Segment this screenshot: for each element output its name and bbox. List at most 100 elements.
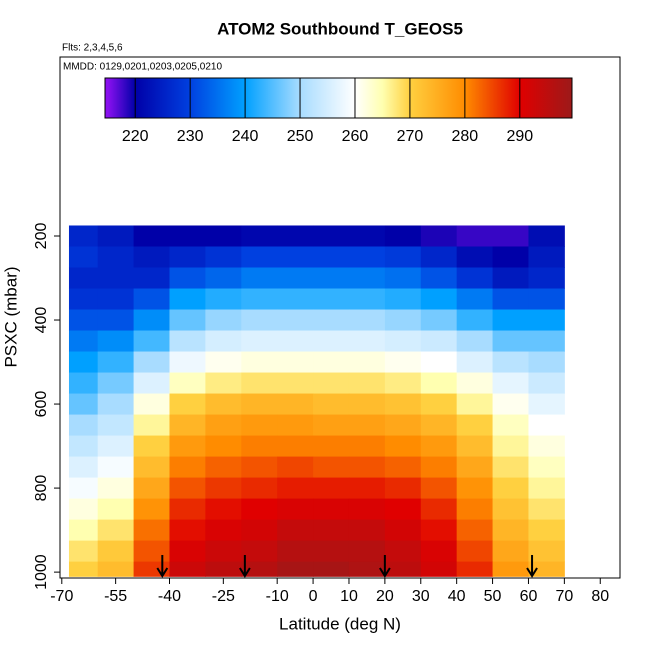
heat-cell: [205, 561, 242, 577]
colorbar-tick-label: 270: [397, 128, 424, 145]
heat-cell: [313, 435, 350, 458]
heat-cell: [348, 246, 386, 269]
heat-cell: [241, 456, 278, 479]
heat-cell: [205, 456, 242, 479]
heat-cell: [492, 435, 529, 458]
heat-cell: [420, 288, 458, 311]
heat-cell: [68, 225, 99, 247]
heat-cell: [456, 414, 494, 437]
heat-cell: [241, 477, 278, 500]
heat-cell: [277, 498, 314, 521]
heat-cell: [277, 540, 314, 563]
heat-cell: [241, 246, 278, 269]
heat-cell: [348, 351, 386, 374]
heat-cell: [205, 351, 242, 374]
heat-cell: [205, 267, 242, 290]
heat-cell: [97, 477, 135, 500]
heat-cell: [205, 288, 242, 311]
x-tick-label: -40: [158, 588, 181, 605]
heat-cell: [133, 309, 170, 332]
heat-cell: [277, 309, 314, 332]
heat-cell: [528, 372, 565, 395]
heat-cell: [384, 309, 422, 332]
heat-cell: [348, 477, 386, 500]
heat-cell: [169, 288, 206, 311]
heat-cell: [97, 225, 135, 247]
y-tick-label: 600: [33, 391, 50, 418]
heat-cell: [456, 393, 494, 416]
heat-cell: [313, 330, 350, 353]
colorbar-tick-label: 230: [177, 128, 204, 145]
heat-cell: [68, 414, 99, 437]
heat-cell: [456, 519, 494, 542]
heat-cell: [205, 246, 242, 269]
heat-cell: [420, 519, 458, 542]
heat-cell: [348, 225, 386, 247]
heat-cell: [384, 456, 422, 479]
heat-cell: [492, 309, 529, 332]
heat-cell: [456, 351, 494, 374]
heat-cell: [384, 498, 422, 521]
x-tick-label: -25: [212, 588, 235, 605]
chart-title: ATOM2 Southbound T_GEOS5: [217, 19, 463, 38]
heat-cell: [313, 561, 350, 577]
heat-cell: [456, 225, 494, 247]
heat-cell: [68, 498, 99, 521]
heat-cell: [492, 393, 529, 416]
colorbar-tick-label: 240: [232, 128, 259, 145]
heat-cell: [169, 225, 206, 247]
heat-cell: [384, 225, 422, 247]
heat-cell: [277, 351, 314, 374]
heat-cell: [133, 372, 170, 395]
heat-cell: [277, 225, 314, 247]
heat-cell: [277, 330, 314, 353]
heat-cell: [313, 456, 350, 479]
heat-cell: [420, 330, 458, 353]
heat-cell: [97, 414, 135, 437]
heat-cell: [97, 561, 135, 577]
y-tick-label: 400: [33, 307, 50, 334]
heat-cell: [97, 246, 135, 269]
heat-cell: [384, 330, 422, 353]
heat-cell: [348, 540, 386, 563]
colorbar: [104, 77, 573, 119]
heat-cell: [133, 330, 170, 353]
heat-cell: [205, 225, 242, 247]
heat-cell: [492, 351, 529, 374]
flights-note: Flts: 2,3,4,5,6: [62, 43, 123, 54]
heat-cell: [420, 393, 458, 416]
heat-cell: [313, 351, 350, 374]
colorbar-tick-label: 220: [122, 128, 149, 145]
heat-cell: [133, 351, 170, 374]
heat-cell: [420, 435, 458, 458]
arrow-marker: [156, 555, 169, 578]
heat-cell: [492, 561, 529, 577]
heat-cell: [205, 498, 242, 521]
heat-cell: [348, 456, 386, 479]
heat-cell: [68, 246, 99, 269]
heat-cell: [528, 330, 565, 353]
heat-cell: [241, 540, 278, 563]
heat-cell: [205, 393, 242, 416]
heat-cell: [348, 288, 386, 311]
x-tick-label: 30: [412, 588, 430, 605]
x-tick-label: 60: [520, 588, 538, 605]
heat-cell: [169, 267, 206, 290]
heat-cell: [420, 267, 458, 290]
heat-cell: [528, 519, 565, 542]
heat-cell: [384, 435, 422, 458]
heat-cell: [456, 540, 494, 563]
heat-cell: [384, 393, 422, 416]
heat-cell: [169, 309, 206, 332]
heat-cell: [133, 267, 170, 290]
x-tick-label: -70: [50, 588, 73, 605]
x-tick-label: 70: [555, 588, 573, 605]
heat-cell: [133, 519, 170, 542]
heat-cell: [241, 351, 278, 374]
heat-cell: [348, 267, 386, 290]
heat-cell: [68, 561, 99, 577]
heat-cell: [492, 498, 529, 521]
heat-cell: [277, 519, 314, 542]
